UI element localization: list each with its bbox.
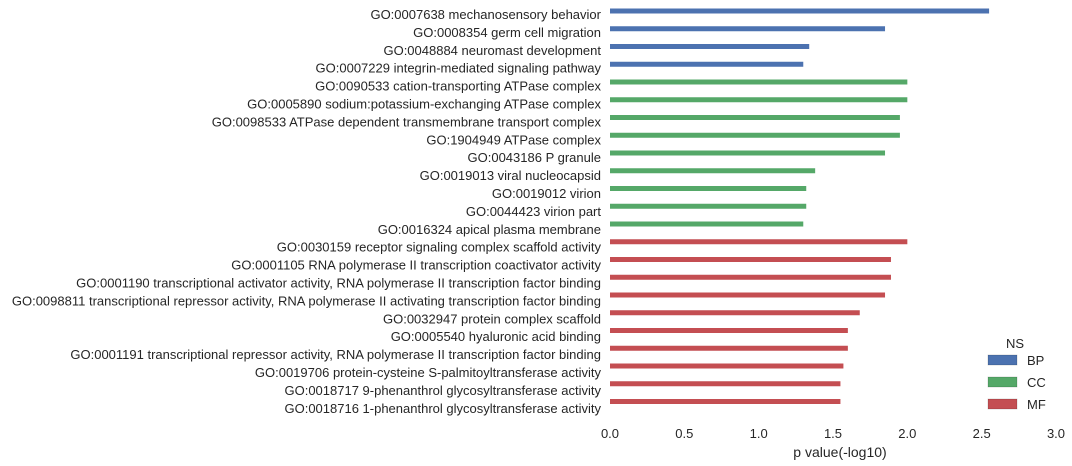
bar-cc [610,203,807,209]
bar-cc [610,221,804,227]
x-tick-label: 2.5 [973,426,991,441]
legend-swatch-cc [987,376,1018,388]
category-label: GO:0048884 neuromast development [383,43,601,58]
bar-mf [610,399,841,404]
legend-entries: BP CC MF [987,353,1046,412]
bar-bp [610,44,810,49]
legend-label-bp: BP [1027,353,1044,368]
category-label: GO:0019012 virion [492,186,601,201]
bar-mf [610,257,891,262]
category-label: GO:0016324 apical plasma membrane [378,222,601,237]
x-axis-ticks: 0.0 0.5 1.0 1.5 2.0 2.5 3.0 [601,426,1065,441]
category-label: GO:0007229 integrin-mediated signaling p… [316,61,602,76]
bar-bp [610,61,804,67]
category-label: GO:0018717 9-phenanthrol glycosyltransfe… [284,383,601,398]
category-label: GO:0043186 P granule [468,150,601,165]
bar-cc [610,97,908,103]
x-axis-label: p value(-log10) [793,444,886,460]
category-label: GO:0018716 1-phenanthrol glycosyltransfe… [284,401,601,416]
x-tick-label: 2.0 [898,426,916,441]
bar-cc [610,79,908,85]
bar-cc [610,186,807,191]
x-tick-label: 3.0 [1047,426,1065,441]
legend-swatch-mf [987,398,1018,410]
bar-bp [610,8,990,14]
category-label: GO:0001191 transcriptional repressor act… [70,347,601,362]
category-label: GO:0044423 virion part [466,204,602,219]
category-label: GO:0098533 ATPase dependent transmembran… [212,114,602,129]
bar-mf [610,292,886,298]
bar-mf [610,345,848,351]
bars-layer [610,8,990,404]
legend-label-mf: MF [1027,397,1046,412]
bar-mf [610,239,908,245]
category-label: GO:0007638 mechanosensory behavior [370,7,601,22]
category-label: GO:0001190 transcriptional activator act… [76,276,601,291]
category-label: GO:0005890 sodium:potassium-exchanging A… [247,97,601,112]
legend: NS BP CC MF [987,336,1046,412]
bar-mf [610,310,860,316]
x-tick-label: 0.5 [675,426,693,441]
bar-cc [610,168,816,174]
category-label: GO:0019013 viral nucleocapsid [420,168,601,183]
bar-mf [610,363,844,369]
x-tick-label: 1.5 [824,426,842,441]
category-label: GO:0008354 germ cell migration [413,25,601,40]
category-labels: GO:0007638 mechanosensory behavior GO:000… [12,7,602,416]
bar-mf [610,274,891,280]
bar-mf [610,328,848,333]
legend-label-cc: CC [1027,375,1046,390]
bar-bp [610,26,886,32]
category-label: GO:0090533 cation-transporting ATPase co… [315,79,601,94]
category-label: GO:0005540 hyaluronic acid binding [391,329,601,344]
category-label: GO:0098811 transcriptional repressor act… [12,293,601,308]
category-label: GO:0032947 protein complex scaffold [383,311,601,326]
x-tick-label: 1.0 [750,426,768,441]
legend-title: NS [1006,336,1024,351]
bar-cc [610,115,900,120]
legend-swatch-bp [987,354,1018,366]
category-label: GO:0001105 RNA polymerase II transcripti… [231,258,601,273]
category-label: GO:0019706 protein-cysteine S-palmitoylt… [255,365,602,380]
bar-cc [610,150,886,156]
bar-mf [610,381,841,387]
category-label: GO:1904949 ATPase complex [426,132,601,147]
x-tick-label: 0.0 [601,426,619,441]
bar-cc [610,132,900,138]
category-label: GO:0030159 receptor signaling complex sc… [277,240,602,255]
